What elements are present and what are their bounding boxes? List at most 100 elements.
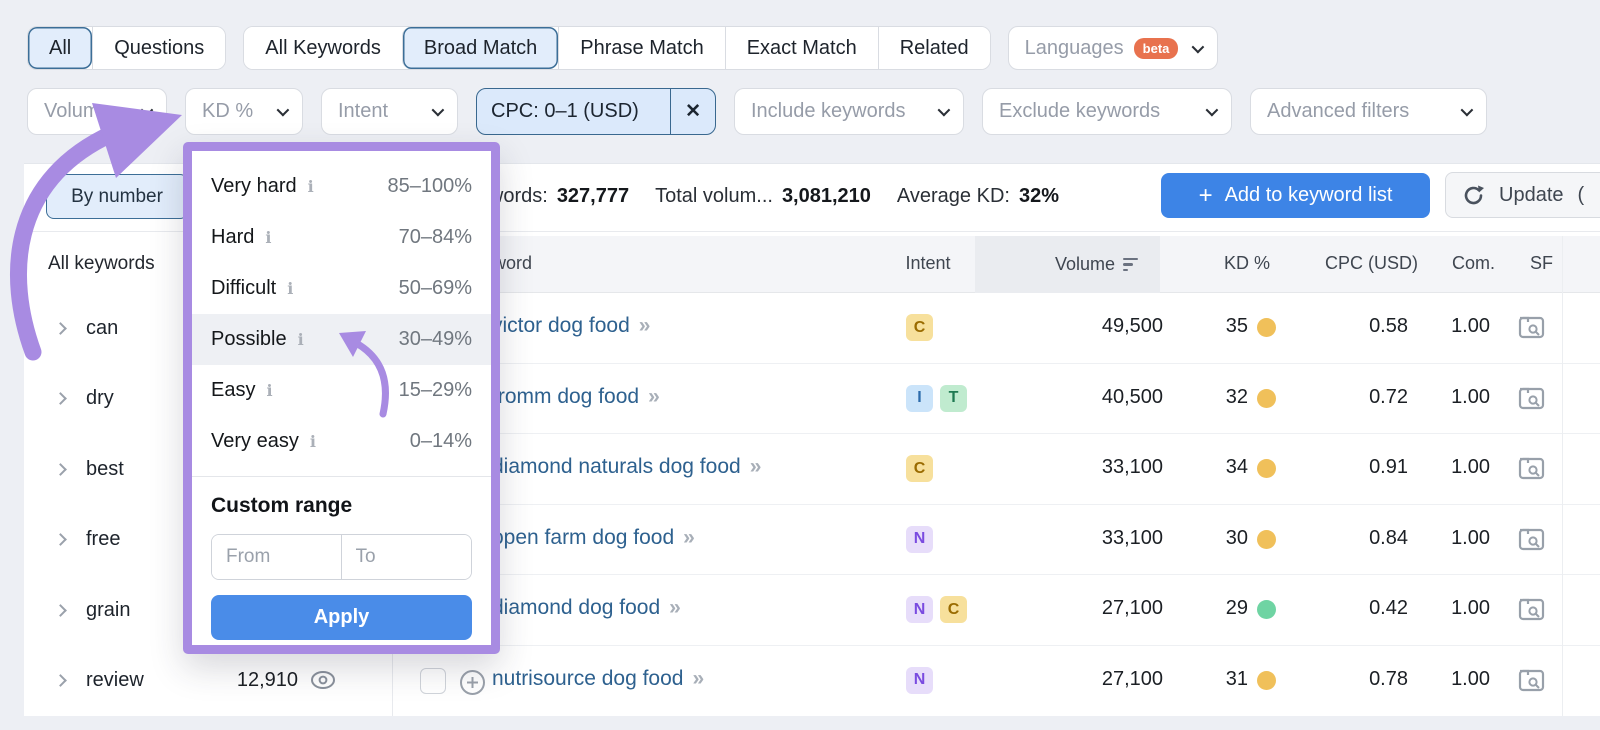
include-keywords-filter[interactable]: Include keywords xyxy=(734,88,964,135)
col-volume-sorted[interactable]: Volume xyxy=(975,236,1160,293)
table-row: nutrisource dog food» N 27,100 31 0.78 1… xyxy=(393,646,1600,717)
open-keyword-icon[interactable]: » xyxy=(638,314,651,337)
kd-option-difficult[interactable]: Difficult i 50–69% xyxy=(211,277,472,299)
refresh-icon xyxy=(1464,185,1484,204)
keyword-link[interactable]: diamond naturals dog food» xyxy=(492,455,762,478)
kd-option-very-hard[interactable]: Very hard i 85–100% xyxy=(211,175,472,197)
volume-filter[interactable]: Volume xyxy=(27,88,167,135)
tab-questions[interactable]: Questions xyxy=(92,27,226,69)
intent-badges: N xyxy=(906,666,933,694)
add-to-keyword-list-button[interactable]: + Add to keyword list xyxy=(1161,173,1430,218)
serp-features-icon[interactable] xyxy=(1518,457,1545,486)
open-keyword-icon[interactable]: » xyxy=(683,525,695,549)
serp-features-icon[interactable] xyxy=(1518,316,1545,345)
chevron-down-icon xyxy=(140,103,154,117)
sidebar-item-grain[interactable]: grain xyxy=(24,575,392,646)
intent-badges: N xyxy=(906,525,933,553)
sidebar-item-review[interactable]: review 12,910 xyxy=(24,646,392,717)
intent-badges: C xyxy=(906,314,933,341)
info-icon[interactable]: i xyxy=(309,432,316,451)
chevron-right-icon[interactable] xyxy=(54,674,67,688)
kd-filter[interactable]: KD % xyxy=(185,88,303,135)
info-icon[interactable]: i xyxy=(265,228,272,247)
keyword-link[interactable]: fromm dog food» xyxy=(492,384,660,408)
volume-value: 27,100 xyxy=(1101,667,1163,690)
to-input[interactable] xyxy=(341,535,471,579)
col-intent[interactable]: Intent xyxy=(905,253,951,273)
intent-badge: C xyxy=(940,596,967,623)
volume-filter-label: Volume xyxy=(44,100,111,122)
info-icon[interactable]: i xyxy=(307,177,314,196)
sort-descending-icon xyxy=(1123,257,1138,272)
top-tabs-row: All Questions All Keywords Broad Match P… xyxy=(27,26,1219,70)
kd-option-possible[interactable]: Possible i 30–49% xyxy=(192,314,491,365)
open-keyword-icon[interactable]: » xyxy=(749,455,762,478)
tab-broad-match[interactable]: Broad Match xyxy=(401,27,559,69)
by-number-toggle[interactable]: By number xyxy=(46,174,188,219)
scope-tab-group: All Questions xyxy=(27,26,227,70)
serp-features-icon[interactable] xyxy=(1518,669,1545,698)
chevron-right-icon[interactable] xyxy=(54,533,67,547)
volume-value: 40,500 xyxy=(1101,385,1163,408)
tab-related[interactable]: Related xyxy=(877,27,990,69)
row-checkbox[interactable] xyxy=(420,667,446,694)
tab-phrase-match[interactable]: Phrase Match xyxy=(558,27,725,69)
chevron-right-icon[interactable] xyxy=(54,603,67,617)
custom-range-title: Custom range xyxy=(211,494,353,517)
open-keyword-icon[interactable]: » xyxy=(648,384,660,408)
table-row: victor dog food» C 49,500 35 0.58 1.00 xyxy=(393,293,1600,364)
tab-all[interactable]: All xyxy=(28,27,93,69)
apply-button[interactable]: Apply xyxy=(211,595,472,640)
cpc-filter[interactable]: CPC: 0–1 (USD) ✕ xyxy=(476,88,716,135)
group-volume: 12,910 xyxy=(236,669,298,692)
update-button[interactable]: Update ( xyxy=(1445,172,1600,218)
kd-value: 30 xyxy=(1225,526,1248,549)
sidebar-item-free[interactable]: free xyxy=(24,505,392,576)
info-icon[interactable]: i xyxy=(266,381,273,400)
sidebar-item-best[interactable]: best xyxy=(24,434,392,505)
info-icon[interactable]: i xyxy=(287,279,294,298)
eye-icon[interactable] xyxy=(310,670,336,695)
keyword-link[interactable]: victor dog food» xyxy=(492,314,651,337)
info-icon[interactable]: i xyxy=(297,330,304,349)
col-kd[interactable]: KD % xyxy=(1223,253,1270,273)
chevron-right-icon[interactable] xyxy=(54,462,67,476)
kd-option-very-easy[interactable]: Very easy i 0–14% xyxy=(211,430,472,452)
col-sf[interactable]: SF xyxy=(1530,253,1554,273)
custom-range-inputs xyxy=(211,534,472,580)
keyword-link[interactable]: diamond dog food» xyxy=(492,596,681,619)
sidebar-item-dry[interactable]: dry xyxy=(24,364,392,435)
serp-features-icon[interactable] xyxy=(1518,387,1545,416)
open-keyword-icon[interactable]: » xyxy=(692,666,705,690)
keywords-table: victor dog food» C 49,500 35 0.58 1.00 f… xyxy=(393,293,1600,716)
keyword-link[interactable]: nutrisource dog food» xyxy=(492,666,705,690)
intent-filter[interactable]: Intent xyxy=(321,88,458,135)
keyword-link[interactable]: open farm dog food» xyxy=(492,525,695,549)
filters-row: Volume KD % Intent CPC: 0–1 (USD) ✕ Incl… xyxy=(27,88,1487,135)
serp-features-icon[interactable] xyxy=(1518,598,1545,627)
exclude-keywords-filter[interactable]: Exclude keywords xyxy=(982,88,1232,135)
kd-option-easy[interactable]: Easy i 15–29% xyxy=(211,379,472,401)
open-keyword-icon[interactable]: » xyxy=(669,596,681,619)
kd-option-hard[interactable]: Hard i 70–84% xyxy=(211,226,472,248)
col-cpc[interactable]: CPC (USD) xyxy=(1325,253,1418,273)
tab-exact-match[interactable]: Exact Match xyxy=(724,27,878,69)
cpc-value: 0.91 xyxy=(1369,456,1408,478)
serp-features-icon[interactable] xyxy=(1518,528,1545,557)
col-volume-label: Volume xyxy=(1054,254,1115,274)
intent-badge: C xyxy=(906,455,933,482)
kd-value: 35 xyxy=(1225,315,1248,337)
chevron-down-icon xyxy=(431,103,445,117)
advanced-filters[interactable]: Advanced filters xyxy=(1250,88,1487,135)
col-com[interactable]: Com. xyxy=(1451,253,1495,273)
com-value: 1.00 xyxy=(1451,456,1490,478)
add-keyword-icon[interactable] xyxy=(459,669,486,701)
chevron-right-icon[interactable] xyxy=(54,392,67,406)
chevron-right-icon[interactable] xyxy=(54,321,67,335)
close-icon[interactable]: ✕ xyxy=(670,89,715,134)
kd-dot xyxy=(1257,529,1276,549)
chevron-down-icon xyxy=(1205,103,1219,117)
tab-all-keywords[interactable]: All Keywords xyxy=(244,27,402,69)
from-input[interactable] xyxy=(212,535,342,579)
languages-dropdown[interactable]: Languages beta xyxy=(1007,26,1219,70)
